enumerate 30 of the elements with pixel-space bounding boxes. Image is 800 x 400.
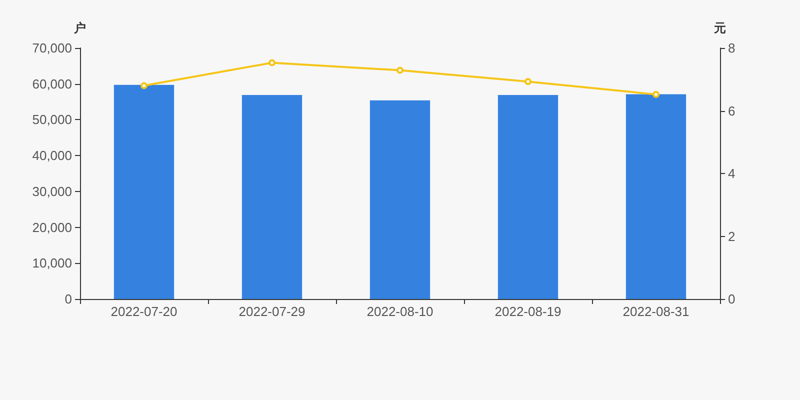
x-tick-label: 2022-08-10 [366,304,434,319]
point [652,90,660,98]
bar [498,94,558,299]
bar [242,94,302,299]
point [268,59,276,66]
y2-tick-label: 8 [728,40,736,56]
point [524,78,532,86]
y2-tick-label: 0 [728,292,736,306]
y-tick-label: 50,000 [32,112,72,128]
y-axis-title: 户 [73,21,86,35]
y2-tick-label: 6 [728,103,736,118]
point [396,66,404,74]
bar [114,84,174,299]
y-tick-label: 0 [64,292,72,306]
y2-tick-label: 4 [728,166,736,181]
y-tick-label: 30,000 [32,184,72,199]
y2-tick-label: 2 [728,228,736,244]
y2-axis-title: 元 [713,21,726,35]
y-tick-label: 40,000 [32,148,72,164]
bar [626,94,686,299]
y-tick-label: 10,000 [32,256,72,271]
y-tick-label: 60,000 [32,76,72,92]
x-tick-label: 2022-07-29 [238,304,306,319]
y-tick-label: 70,000 [32,40,72,56]
bar [370,100,430,299]
y-tick-label: 20,000 [32,220,72,235]
x-tick-label: 2022-07-20 [110,304,178,319]
point [140,82,148,90]
x-tick-label: 2022-08-19 [494,304,562,319]
x-tick-label: 2022-08-31 [622,304,690,319]
